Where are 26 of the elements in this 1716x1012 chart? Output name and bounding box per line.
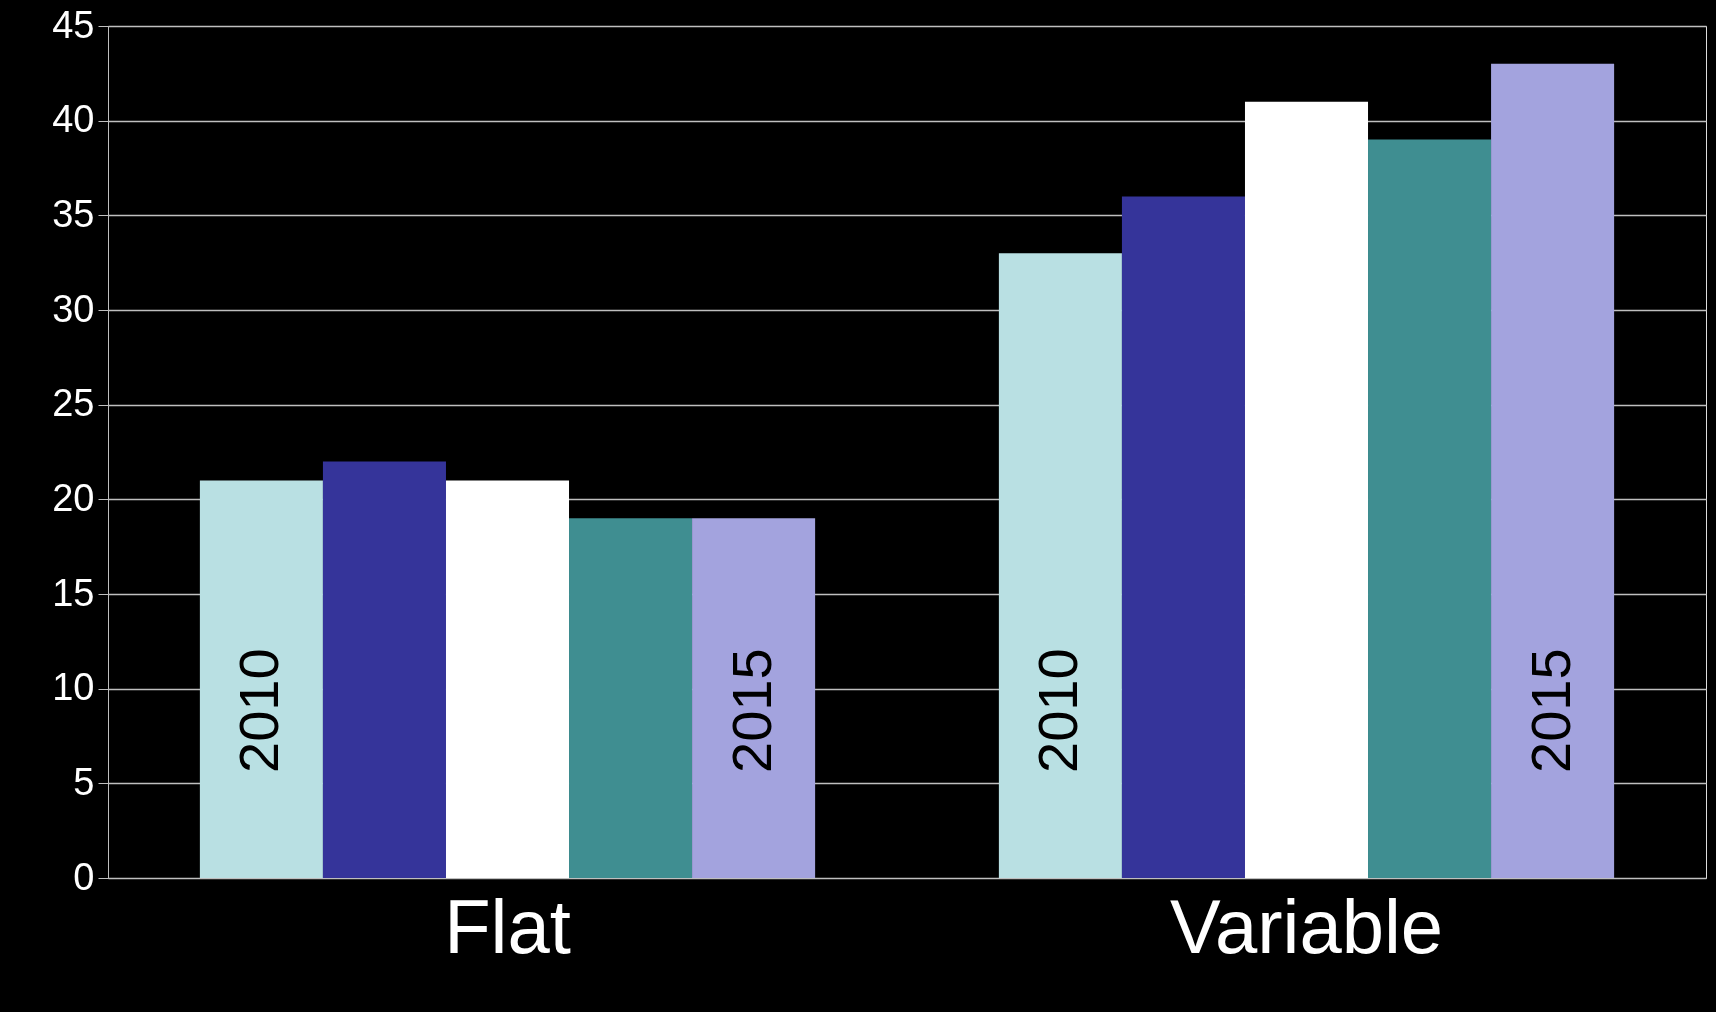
bar [322, 461, 446, 878]
y-tick-label: 45 [52, 3, 95, 46]
bar [445, 480, 570, 878]
bar [1121, 196, 1245, 878]
y-tick-label: 25 [52, 382, 95, 425]
series-label: 2015 [719, 648, 783, 773]
bar [998, 253, 1122, 878]
y-tick-label: 20 [52, 476, 95, 519]
text: 2015 [1518, 648, 1582, 773]
y-tick-label: 10 [52, 666, 95, 709]
y-tick-label: 30 [52, 287, 95, 330]
y-tick-label: 15 [52, 571, 95, 614]
x-tick-label: Variable [1169, 883, 1444, 969]
bar [1244, 101, 1369, 878]
x-tick-label: Flat [444, 883, 571, 969]
bar [1368, 139, 1492, 878]
y-tick-label: 35 [52, 192, 95, 235]
bar [1491, 63, 1615, 878]
bar [692, 518, 816, 878]
y-tick-label: 5 [73, 760, 95, 803]
y-tick-label: 0 [73, 855, 95, 898]
series-label: 2010 [227, 648, 291, 773]
text: 2010 [1026, 648, 1090, 773]
bar [199, 480, 323, 878]
y-tick-label: 40 [52, 98, 95, 141]
bar [569, 518, 693, 878]
